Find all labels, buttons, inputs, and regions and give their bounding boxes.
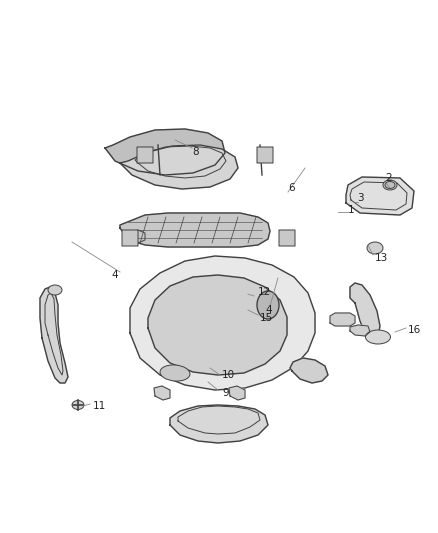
Text: 8: 8	[192, 147, 198, 157]
Polygon shape	[148, 275, 287, 375]
Text: 3: 3	[357, 193, 364, 203]
Polygon shape	[154, 386, 170, 400]
Ellipse shape	[72, 400, 84, 409]
Polygon shape	[120, 213, 270, 247]
FancyBboxPatch shape	[257, 147, 273, 163]
Polygon shape	[130, 256, 315, 390]
Text: 9: 9	[222, 388, 229, 398]
Text: 6: 6	[288, 183, 295, 193]
FancyBboxPatch shape	[137, 147, 153, 163]
Polygon shape	[170, 405, 268, 443]
Polygon shape	[330, 313, 355, 326]
Ellipse shape	[160, 365, 190, 381]
Polygon shape	[350, 283, 380, 338]
Ellipse shape	[385, 182, 395, 189]
Polygon shape	[40, 287, 68, 383]
Text: 10: 10	[222, 370, 235, 380]
Polygon shape	[290, 358, 328, 383]
Ellipse shape	[48, 285, 62, 295]
Polygon shape	[229, 386, 245, 400]
Polygon shape	[350, 325, 370, 336]
Text: 4: 4	[265, 305, 272, 315]
Polygon shape	[346, 177, 414, 215]
FancyBboxPatch shape	[279, 230, 295, 246]
Text: 15: 15	[260, 313, 273, 323]
Ellipse shape	[365, 330, 391, 344]
Ellipse shape	[257, 291, 279, 319]
Text: 11: 11	[93, 401, 106, 411]
FancyBboxPatch shape	[122, 230, 138, 246]
Text: 12: 12	[258, 287, 271, 297]
Text: 13: 13	[375, 253, 388, 263]
Polygon shape	[105, 129, 225, 175]
Text: 2: 2	[385, 173, 392, 183]
Polygon shape	[120, 145, 238, 189]
Text: 4: 4	[111, 270, 118, 280]
Text: 16: 16	[408, 325, 421, 335]
Ellipse shape	[367, 242, 383, 254]
Ellipse shape	[383, 180, 397, 190]
Text: 1: 1	[348, 205, 355, 215]
